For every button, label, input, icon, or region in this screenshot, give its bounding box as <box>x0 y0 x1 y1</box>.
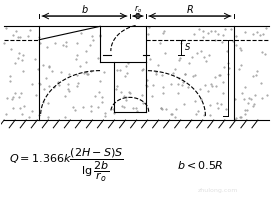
Text: $b < 0.5R$: $b < 0.5R$ <box>177 159 224 171</box>
Text: $r_o$: $r_o$ <box>134 4 142 15</box>
Text: $Q = 1.366k\dfrac{(2H - S)S}{\lg\dfrac{2b}{r_o}}$: $Q = 1.366k\dfrac{(2H - S)S}{\lg\dfrac{2… <box>10 146 124 184</box>
Text: zhulong.com: zhulong.com <box>197 188 238 192</box>
Text: R: R <box>186 5 193 15</box>
Text: S: S <box>185 43 191 52</box>
Text: b: b <box>81 5 88 15</box>
